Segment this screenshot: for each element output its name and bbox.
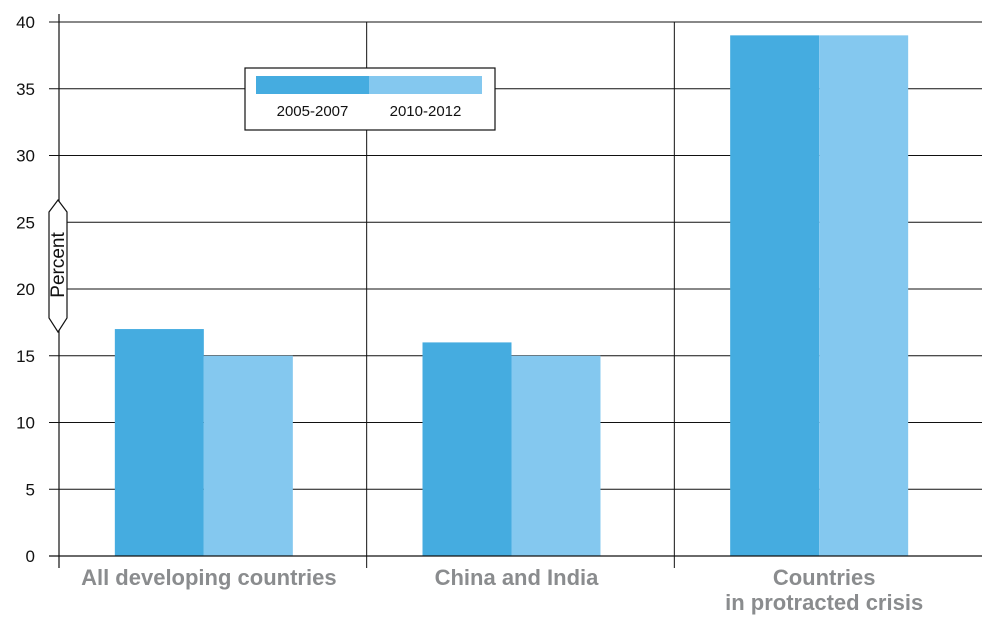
y-tick-label: 5 [26, 480, 35, 499]
y-tick-label: 40 [16, 13, 35, 32]
legend-label: 2005-2007 [277, 103, 349, 120]
legend-label: 2010-2012 [390, 103, 462, 120]
y-tick-label: 20 [16, 280, 35, 299]
bar-2005-2007-1 [114, 329, 204, 556]
y-tick-label: 35 [16, 80, 35, 99]
bar-2005-2007-3 [730, 35, 820, 557]
y-tick-label: 30 [16, 147, 35, 166]
category-label: All developing countries [81, 565, 336, 590]
y-tick-label: 15 [16, 347, 35, 366]
y-tick-label: 25 [16, 213, 35, 232]
bar-2010-2012-1 [203, 355, 293, 556]
category-label: China and India [435, 565, 600, 590]
y-tick-label: 0 [26, 547, 35, 566]
category-labels: All developing countries China and India C… [81, 565, 923, 615]
bar-2010-2012-3 [819, 35, 909, 557]
y-tick-labels: 0 5 10 15 20 25 30 35 40 [16, 13, 35, 566]
y-axis-label: Percent [48, 199, 69, 334]
y-tick-label: 10 [16, 414, 35, 433]
legend-items: 2005-2007 2010-2012 [256, 76, 482, 120]
legend: 2005-2007 2010-2012 [244, 67, 496, 131]
legend-swatch-2010-2012 [369, 76, 482, 94]
legend-swatch-2005-2007 [256, 76, 369, 94]
y-axis-label-text: Percent [48, 232, 69, 298]
bars [114, 35, 909, 557]
bar-2005-2007-2 [422, 342, 512, 556]
category-label: Countries in protracted crisis [725, 565, 923, 615]
y-axis-label-badge [48, 199, 68, 334]
bar-2010-2012-2 [511, 355, 601, 556]
